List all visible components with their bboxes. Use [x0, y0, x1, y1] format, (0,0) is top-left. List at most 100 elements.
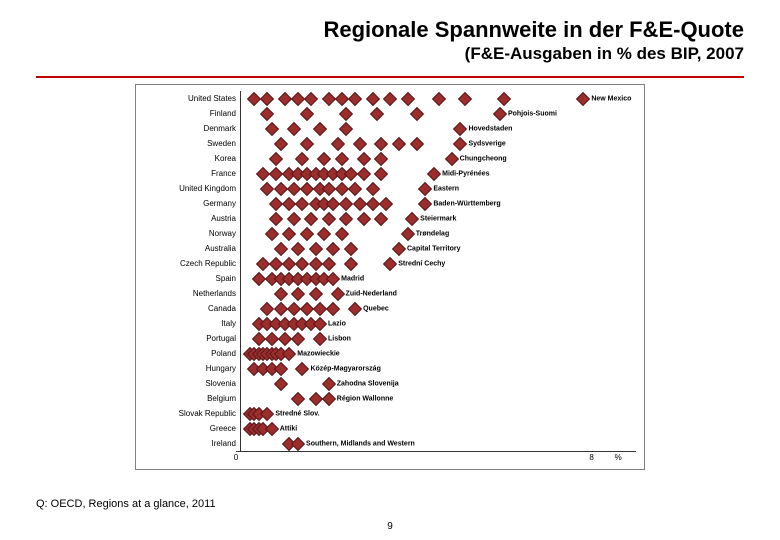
data-marker: [326, 242, 340, 256]
data-marker: [295, 362, 309, 376]
source-note: Q: OECD, Regions at a glance, 2011: [36, 498, 216, 510]
data-marker: [317, 152, 331, 166]
data-marker: [322, 377, 336, 391]
data-marker: [374, 152, 388, 166]
data-marker: [352, 197, 366, 211]
country-label: Slovenia: [144, 380, 240, 388]
data-marker: [295, 257, 309, 271]
row-track: Lazio: [240, 316, 636, 331]
data-marker: [287, 122, 301, 136]
data-marker: [374, 137, 388, 151]
data-marker: [291, 392, 305, 406]
data-marker: [273, 302, 287, 316]
max-region-label: Strední Cechy: [398, 260, 445, 267]
row-track: Közép-Magyarország: [240, 361, 636, 376]
data-marker: [352, 137, 366, 151]
chart-row: Slovak Republic Stredné Slov.: [144, 406, 636, 421]
chart-row: PolandMazowieckie: [144, 346, 636, 361]
chart-row: AustraliaCapital Territory: [144, 241, 636, 256]
data-marker: [273, 242, 287, 256]
country-label: Germany: [144, 200, 240, 208]
data-marker: [374, 167, 388, 181]
data-marker: [295, 152, 309, 166]
data-marker: [379, 197, 393, 211]
data-marker: [383, 257, 397, 271]
data-marker: [304, 212, 318, 226]
row-track: Eastern: [240, 181, 636, 196]
row-track: Zahodna Slovenija: [240, 376, 636, 391]
country-label: Slovak Republic: [144, 410, 240, 418]
chart-row: DenmarkHovedstaden: [144, 121, 636, 136]
data-marker: [339, 122, 353, 136]
row-track: Steiermark: [240, 211, 636, 226]
chart-frame: United StatesNew MexicoFinlandPohjois-Su…: [135, 84, 645, 470]
row-track: Lisbon: [240, 331, 636, 346]
data-marker: [409, 137, 423, 151]
data-marker: [335, 152, 349, 166]
row-track: Mazowieckie: [240, 346, 636, 361]
data-marker: [409, 107, 423, 121]
data-marker: [339, 212, 353, 226]
chart-row: KoreaChungcheong: [144, 151, 636, 166]
data-marker: [251, 272, 265, 286]
data-marker: [295, 197, 309, 211]
data-marker: [322, 392, 336, 406]
row-track: Stredné Slov.: [240, 406, 636, 421]
data-marker: [273, 377, 287, 391]
data-marker: [445, 152, 459, 166]
data-marker: [339, 107, 353, 121]
row-track: Madrid: [240, 271, 636, 286]
max-region-label: Chungcheong: [460, 155, 507, 162]
data-marker: [458, 92, 472, 106]
chart-row: IrelandSouthern, Midlands and Western: [144, 436, 636, 451]
data-marker: [339, 197, 353, 211]
data-marker: [366, 92, 380, 106]
country-label: Netherlands: [144, 290, 240, 298]
x-axis-unit: %: [615, 453, 622, 462]
chart-row: PortugalLisbon: [144, 331, 636, 346]
data-marker: [287, 212, 301, 226]
data-marker: [322, 257, 336, 271]
data-marker: [269, 212, 283, 226]
title-rule: [36, 76, 744, 78]
data-marker: [291, 287, 305, 301]
x-tick-label: 8: [589, 453, 593, 462]
country-label: Italy: [144, 320, 240, 328]
data-marker: [453, 137, 467, 151]
x-axis: 08%: [144, 451, 636, 465]
max-region-label: Lazio: [328, 320, 346, 327]
data-marker: [260, 302, 274, 316]
row-track: Zuid-Nederland: [240, 286, 636, 301]
row-track: Strední Cechy: [240, 256, 636, 271]
row-track: New Mexico: [240, 91, 636, 106]
data-marker: [401, 92, 415, 106]
max-region-label: Hovedstaden: [468, 125, 512, 132]
max-region-label: Sydsverige: [468, 140, 505, 147]
row-track: Midi-Pyrénées: [240, 166, 636, 181]
data-marker: [260, 182, 274, 196]
row-track: Sydsverige: [240, 136, 636, 151]
data-marker: [300, 137, 314, 151]
data-marker: [348, 302, 362, 316]
data-marker: [309, 392, 323, 406]
data-marker: [493, 107, 507, 121]
data-marker: [251, 332, 265, 346]
data-marker: [317, 227, 331, 241]
data-marker: [348, 92, 362, 106]
data-marker: [370, 107, 384, 121]
data-marker: [497, 92, 511, 106]
data-marker: [405, 212, 419, 226]
page-number: 9: [387, 521, 393, 532]
slide: Regionale Spannweite in der F&E-Quote (F…: [0, 0, 780, 540]
country-label: Hungary: [144, 365, 240, 373]
data-marker: [366, 182, 380, 196]
max-region-label: Capital Territory: [407, 245, 461, 252]
data-marker: [313, 122, 327, 136]
country-label: Norway: [144, 230, 240, 238]
row-track: Southern, Midlands and Western: [240, 436, 636, 451]
chart-row: United KingdomEastern: [144, 181, 636, 196]
max-region-label: Stredné Slov.: [275, 410, 319, 417]
max-region-label: Midi-Pyrénées: [442, 170, 489, 177]
row-track: Pohjois-Suomi: [240, 106, 636, 121]
data-marker: [344, 257, 358, 271]
